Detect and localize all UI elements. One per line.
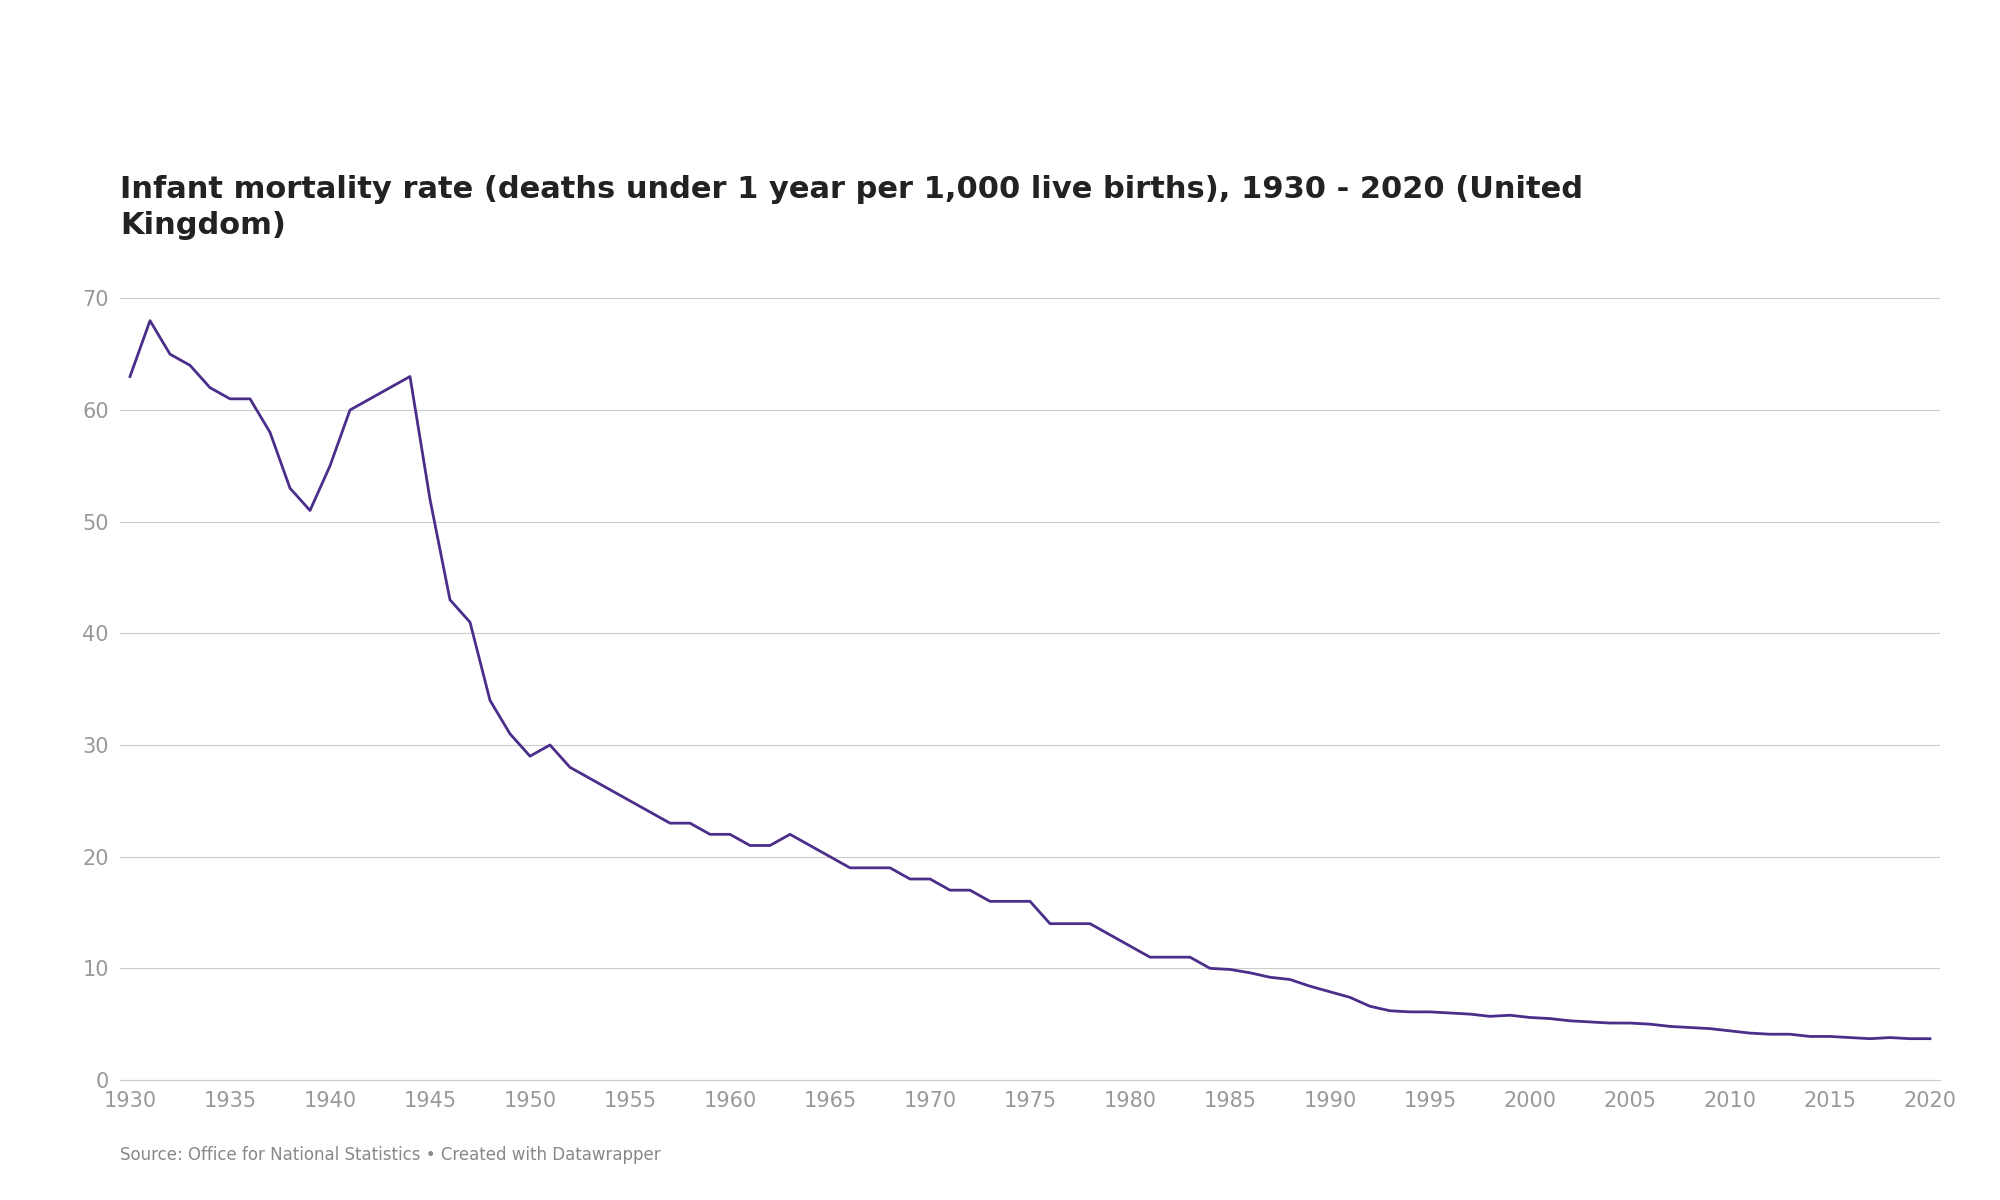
Text: Infant mortality rate (deaths under 1 year per 1,000 live births), 1930 - 2020 (: Infant mortality rate (deaths under 1 ye… — [120, 175, 1584, 240]
Text: Source: Office for National Statistics • Created with Datawrapper: Source: Office for National Statistics •… — [120, 1146, 660, 1164]
